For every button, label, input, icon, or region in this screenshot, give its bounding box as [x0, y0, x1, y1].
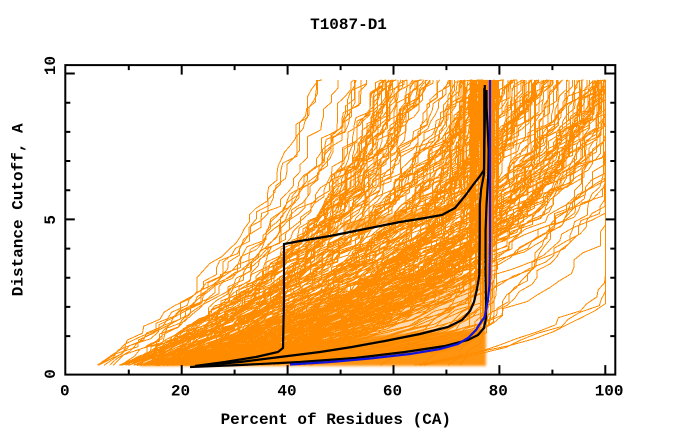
svg-text:20: 20 — [171, 383, 190, 401]
svg-text:60: 60 — [383, 383, 402, 401]
svg-text:0: 0 — [60, 383, 70, 401]
svg-text:80: 80 — [489, 383, 508, 401]
svg-text:100: 100 — [595, 383, 624, 401]
svg-text:T1087-D1: T1087-D1 — [310, 16, 387, 34]
svg-text:Percent of Residues (CA): Percent of Residues (CA) — [221, 411, 451, 429]
svg-text:5: 5 — [42, 215, 60, 225]
svg-text:Distance Cutoff, A: Distance Cutoff, A — [10, 123, 28, 296]
svg-text:40: 40 — [277, 383, 296, 401]
svg-text:10: 10 — [42, 56, 60, 75]
svg-text:0: 0 — [42, 369, 60, 379]
